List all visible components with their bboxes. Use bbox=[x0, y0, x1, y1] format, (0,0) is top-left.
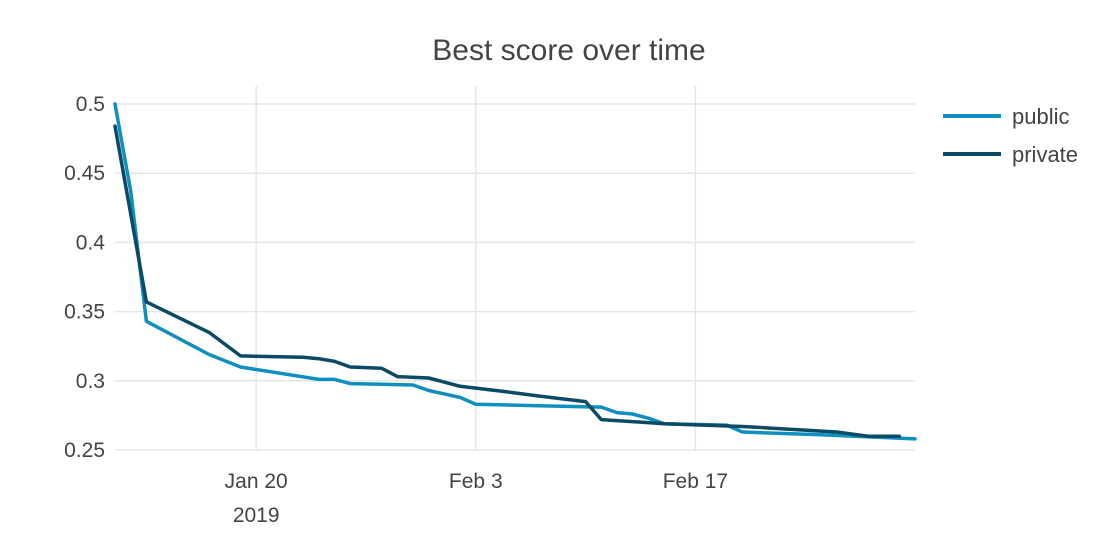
legend-item-private[interactable]: private bbox=[943, 142, 1078, 167]
y-tick-label: 0.5 bbox=[76, 93, 105, 116]
plot-area bbox=[113, 102, 917, 441]
legend-item-public[interactable]: public bbox=[943, 104, 1069, 129]
legend[interactable]: public private bbox=[943, 104, 1078, 167]
y-tick-label: 0.25 bbox=[64, 439, 105, 462]
chart-title: Best score over time bbox=[432, 34, 705, 67]
legend-label-private: private bbox=[1012, 142, 1078, 167]
y-axis: 0.25 0.3 0.35 0.4 0.45 0.5 bbox=[64, 93, 105, 462]
y-tick-label: 0.4 bbox=[76, 231, 106, 254]
x-tick-label: Feb 3 bbox=[449, 470, 503, 493]
x-gridlines bbox=[255, 86, 697, 450]
x-axis: Jan 20 2019 Feb 3 Feb 17 bbox=[225, 470, 728, 527]
x-tick-sublabel: 2019 bbox=[233, 504, 280, 527]
legend-label-public: public bbox=[1012, 104, 1069, 129]
series-line-private bbox=[113, 124, 902, 438]
x-tick-label: Jan 20 bbox=[225, 470, 288, 493]
y-gridlines bbox=[115, 103, 915, 451]
y-tick-label: 0.45 bbox=[64, 162, 105, 185]
series-line-public bbox=[113, 102, 917, 441]
x-tick-label: Feb 17 bbox=[663, 470, 728, 493]
y-tick-label: 0.3 bbox=[76, 370, 105, 393]
y-tick-label: 0.35 bbox=[64, 301, 105, 324]
